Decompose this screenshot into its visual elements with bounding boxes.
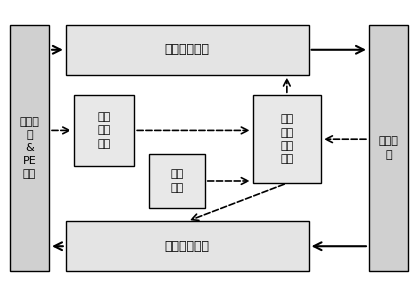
FancyBboxPatch shape bbox=[369, 25, 408, 271]
Text: 数据
采集
模块: 数据 采集 模块 bbox=[97, 112, 111, 149]
FancyBboxPatch shape bbox=[149, 154, 205, 208]
Text: 控制
运算
处理
模块: 控制 运算 处理 模块 bbox=[280, 114, 293, 164]
FancyBboxPatch shape bbox=[66, 221, 308, 271]
FancyBboxPatch shape bbox=[66, 25, 308, 75]
Text: 放电控制模块: 放电控制模块 bbox=[165, 240, 210, 253]
Text: 充电控制模块: 充电控制模块 bbox=[165, 43, 210, 56]
Text: 电池模
块: 电池模 块 bbox=[379, 136, 398, 160]
Text: 光伏组
串
&
PE
系统: 光伏组 串 & PE 系统 bbox=[20, 117, 39, 179]
FancyBboxPatch shape bbox=[252, 95, 321, 183]
FancyBboxPatch shape bbox=[74, 95, 134, 165]
Text: 时钟
模块: 时钟 模块 bbox=[170, 169, 184, 193]
FancyBboxPatch shape bbox=[10, 25, 49, 271]
